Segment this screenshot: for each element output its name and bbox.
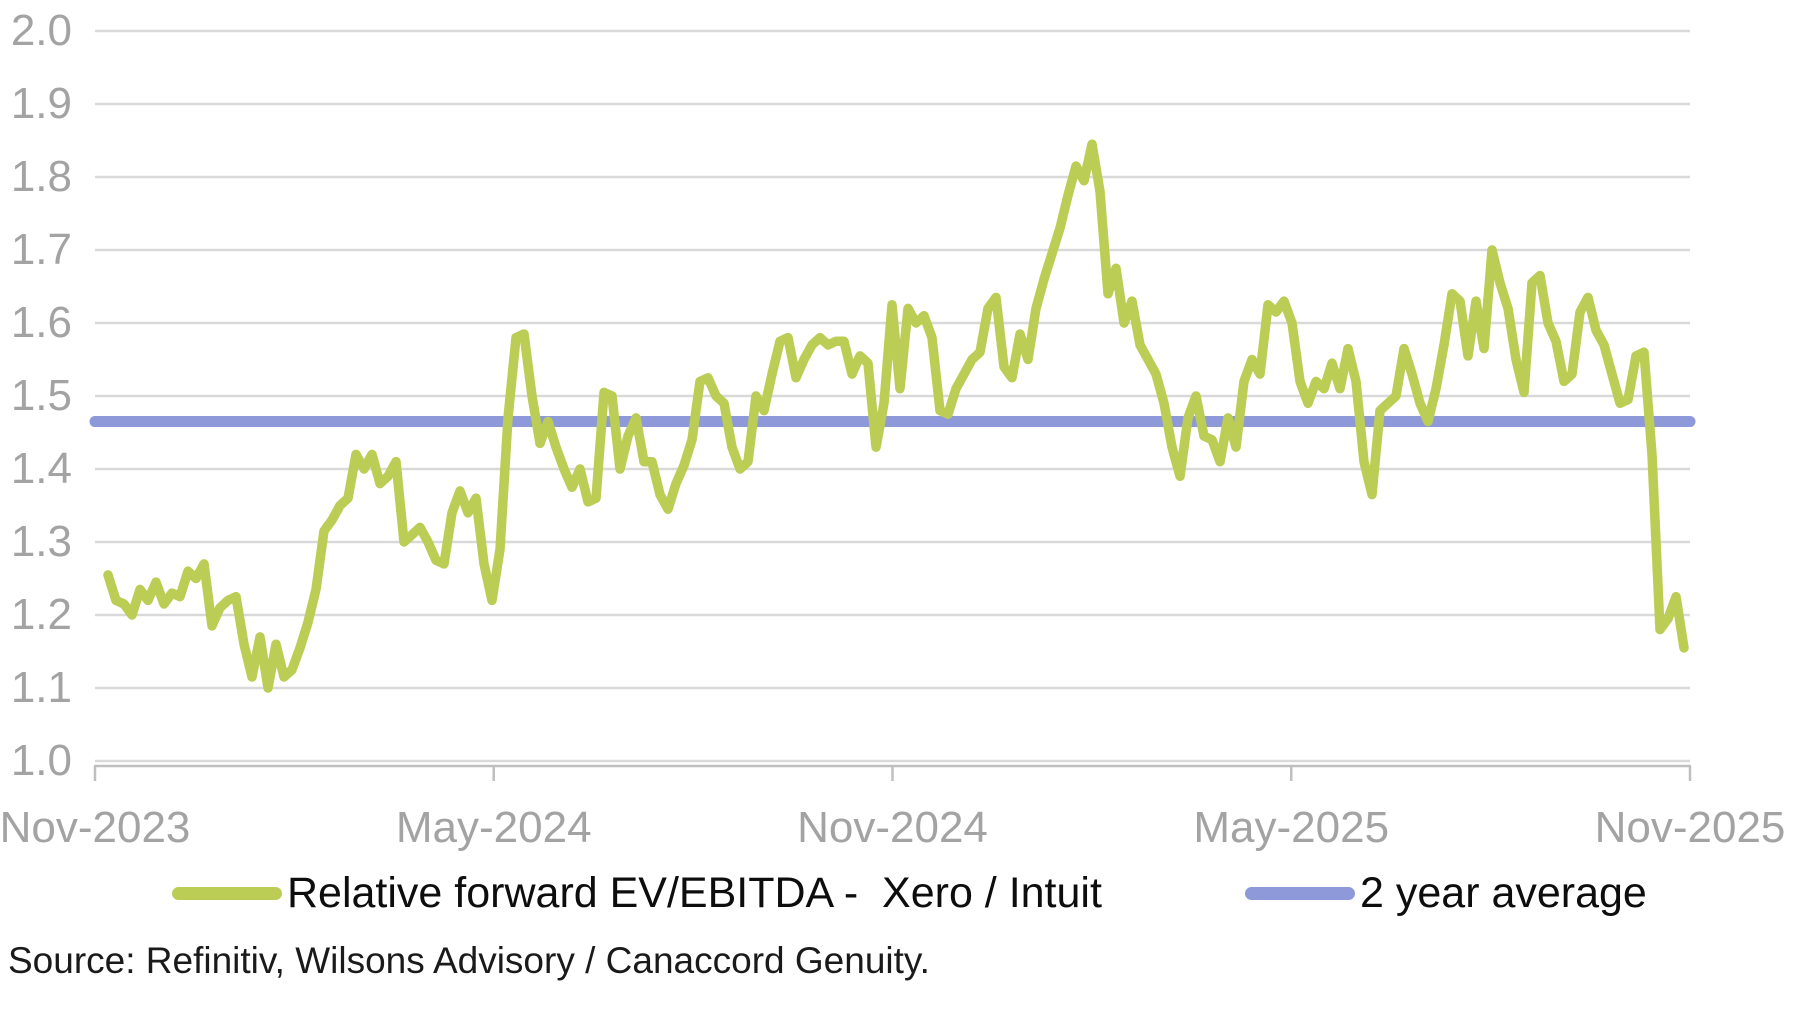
x-axis-label: May-2024 <box>395 803 592 852</box>
y-axis-label: 1.5 <box>10 371 72 420</box>
x-axis-label: May-2025 <box>1193 803 1390 852</box>
y-axis-label: 1.1 <box>10 663 72 712</box>
y-axis-label: 1.8 <box>10 152 72 201</box>
legend-item-series: Relative forward EV/EBITDA - Xero / Intu… <box>172 869 1102 917</box>
y-axis-label: 1.4 <box>10 444 72 493</box>
legend-average-label: 2 year average <box>1360 868 1647 917</box>
x-axis-label: Nov-2025 <box>1594 803 1786 852</box>
y-axis-label: 1.3 <box>10 517 72 566</box>
y-axis-label: 1.6 <box>10 298 72 347</box>
y-axis-label: 1.7 <box>10 225 72 274</box>
legend-series-label: Relative forward EV/EBITDA - Xero / Intu… <box>287 868 1102 917</box>
y-axis-label: 1.9 <box>10 79 72 128</box>
average-line-swatch <box>1245 886 1355 900</box>
legend-item-average: 2 year average <box>1245 869 1647 917</box>
y-axis-label: 2.0 <box>10 6 72 55</box>
y-axis-label: 1.0 <box>10 736 72 785</box>
x-axis-label: Nov-2024 <box>797 803 988 852</box>
y-axis-label: 1.2 <box>10 590 72 639</box>
source-note: Source: Refinitiv, Wilsons Advisory / Ca… <box>8 940 930 981</box>
x-axis-label: Nov-2023 <box>0 803 191 852</box>
series-line-swatch <box>172 886 282 900</box>
